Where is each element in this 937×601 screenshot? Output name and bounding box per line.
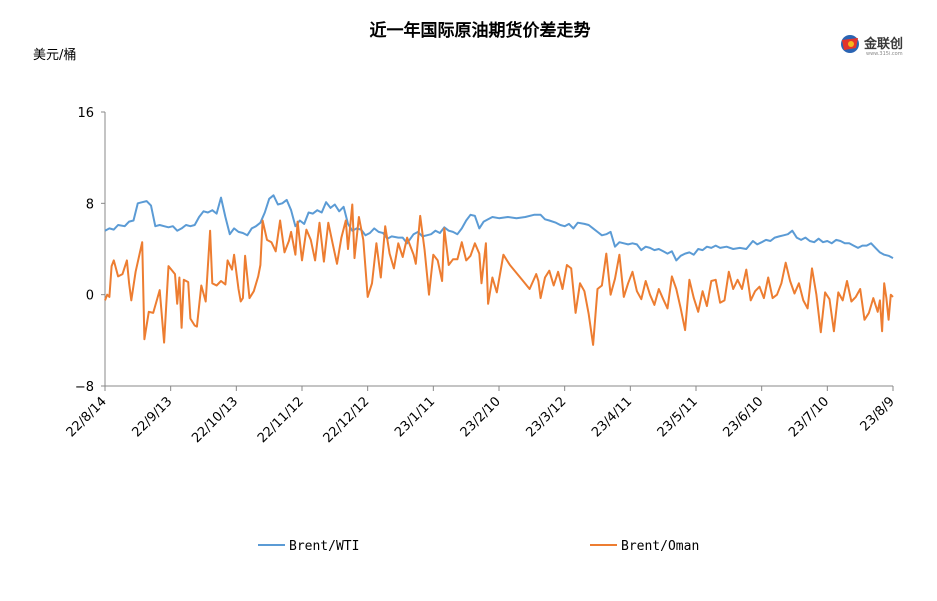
x-tick-label: 23/3/12	[523, 394, 569, 440]
jinlianchuang-logo-icon	[841, 35, 859, 53]
x-tick-label: 23/8/9	[858, 394, 898, 434]
x-tick-label: 23/7/10	[786, 394, 832, 440]
y-tick-label: −8	[75, 380, 94, 395]
x-tick-label: 22/9/13	[129, 394, 175, 440]
series-line-brent-oman	[104, 203, 894, 346]
logo: 金联创 www.315i.com	[841, 35, 903, 57]
series-line-brent-wti	[104, 194, 894, 262]
x-tick-label: 23/1/11	[392, 394, 438, 440]
x-tick-label: 22/11/12	[255, 394, 307, 446]
x-tick-label: 23/5/11	[655, 394, 701, 440]
logo-subtext: www.315i.com	[866, 51, 903, 57]
y-tick-label: 16	[77, 106, 94, 121]
series-layer	[104, 194, 894, 346]
legend-label-brent-wti: Brent/WTI	[289, 539, 359, 554]
legend: Brent/WTI Brent/Oman	[258, 539, 699, 554]
chart-title: 近一年国际原油期货价差走势	[370, 20, 591, 41]
x-tick-label: 23/2/10	[458, 394, 504, 440]
x-tick-label: 22/10/13	[189, 394, 241, 446]
y-tick-label: 8	[86, 197, 94, 212]
logo-text: 金联创	[863, 36, 903, 52]
legend-label-brent-oman: Brent/Oman	[621, 539, 699, 554]
x-tick-label: 23/6/10	[720, 394, 766, 440]
y-axis-label: 美元/桶	[33, 48, 76, 63]
y-tick-label: 0	[86, 289, 94, 304]
x-tick-label: 23/4/11	[589, 394, 635, 440]
x-tick-label: 22/8/14	[64, 394, 110, 440]
x-tick-label: 22/12/12	[321, 394, 373, 446]
